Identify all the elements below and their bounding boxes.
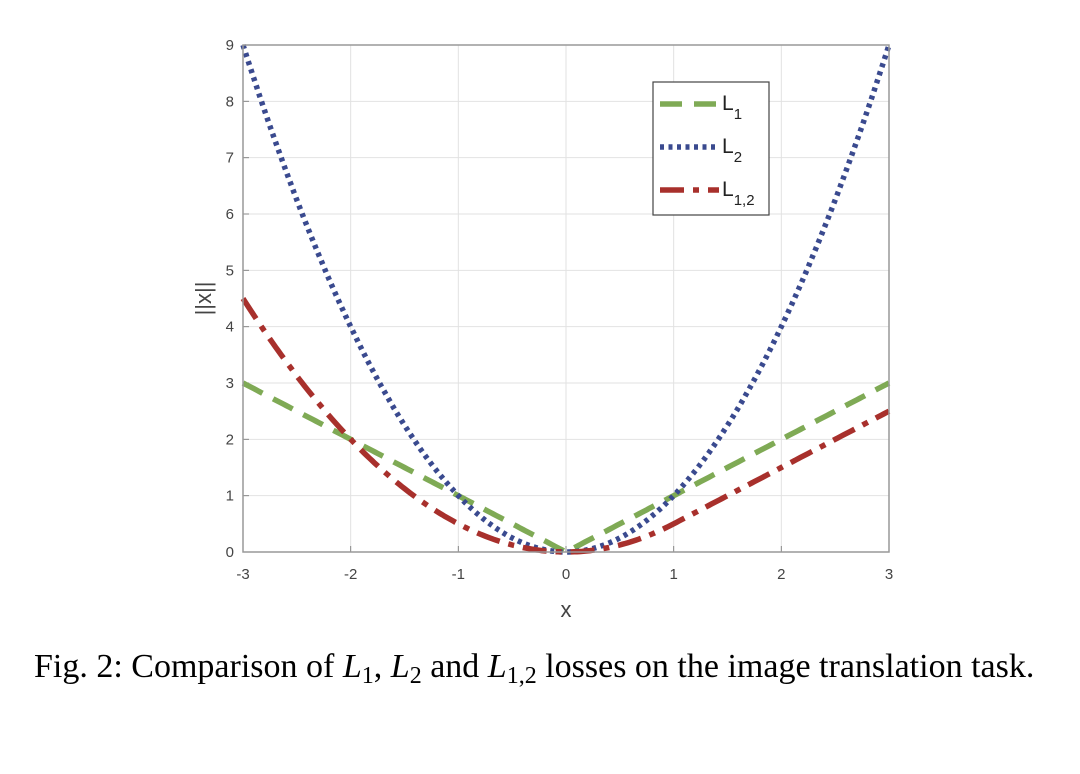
y-tick-label: 8 bbox=[226, 93, 234, 110]
x-tick-label: -1 bbox=[452, 566, 465, 583]
caption-sep2: and bbox=[421, 648, 488, 685]
series-line-l2 bbox=[240, 44, 892, 555]
legend-label-l12: L1,2 bbox=[722, 178, 755, 209]
caption-l1-sub: 1 bbox=[361, 663, 374, 689]
caption-sep1: , bbox=[373, 648, 391, 685]
x-tick-label: -2 bbox=[344, 566, 357, 583]
legend-label-main: L bbox=[722, 135, 734, 158]
y-tick-label: 6 bbox=[226, 206, 234, 223]
series-line-l12 bbox=[240, 297, 891, 555]
figure-caption: Fig. 2: Comparison of L1, L2 and L1,2 lo… bbox=[34, 646, 1054, 688]
grid bbox=[242, 44, 890, 553]
ticks: -3 -2 -1 0 1 2 3 0 1 2 3 4 5 6 7 8 9 bbox=[226, 37, 894, 583]
y-tick-label: 3 bbox=[226, 375, 234, 392]
caption-l2-sub: 2 bbox=[409, 663, 422, 689]
caption-l2-main: L bbox=[390, 648, 410, 685]
caption-l1-main: L bbox=[342, 648, 362, 685]
caption-l12-sub: 1,2 bbox=[506, 663, 537, 689]
caption-l1: L1 bbox=[342, 648, 374, 688]
caption-suffix: losses on the image translation task. bbox=[536, 648, 1035, 685]
x-tick-label: 3 bbox=[885, 566, 893, 583]
x-tick-label: -3 bbox=[236, 566, 249, 583]
y-tick-label: 9 bbox=[226, 37, 234, 54]
legend-label-sub: 1,2 bbox=[734, 192, 755, 209]
legend-label-l1: L1 bbox=[722, 92, 742, 123]
y-tick-label: 5 bbox=[226, 262, 234, 279]
y-tick-label: 4 bbox=[226, 319, 234, 336]
y-tick-label: 0 bbox=[226, 544, 234, 561]
legend-label-l2: L2 bbox=[722, 135, 742, 166]
legend-label-main: L bbox=[722, 178, 734, 201]
legend-label-main: L bbox=[722, 92, 734, 115]
legend-label-sub: 2 bbox=[734, 149, 742, 166]
legend-label-sub: 1 bbox=[734, 106, 742, 123]
plot-frame bbox=[242, 44, 890, 553]
x-tick-label: 0 bbox=[562, 566, 570, 583]
caption-prefix: Fig. 2: Comparison of bbox=[34, 648, 343, 685]
caption-l2: L2 bbox=[390, 648, 422, 688]
y-tick-label: 2 bbox=[226, 431, 234, 448]
y-axis-label: ||x|| bbox=[191, 282, 216, 316]
caption-l12: L1,2 bbox=[487, 648, 537, 688]
y-tick-label: 1 bbox=[226, 488, 234, 505]
x-tick-label: 2 bbox=[777, 566, 785, 583]
x-tick-label: 1 bbox=[669, 566, 677, 583]
y-tick-label: 7 bbox=[226, 150, 234, 167]
series bbox=[240, 44, 892, 556]
caption-l12-main: L bbox=[487, 648, 507, 685]
x-axis-label: x bbox=[561, 597, 572, 622]
